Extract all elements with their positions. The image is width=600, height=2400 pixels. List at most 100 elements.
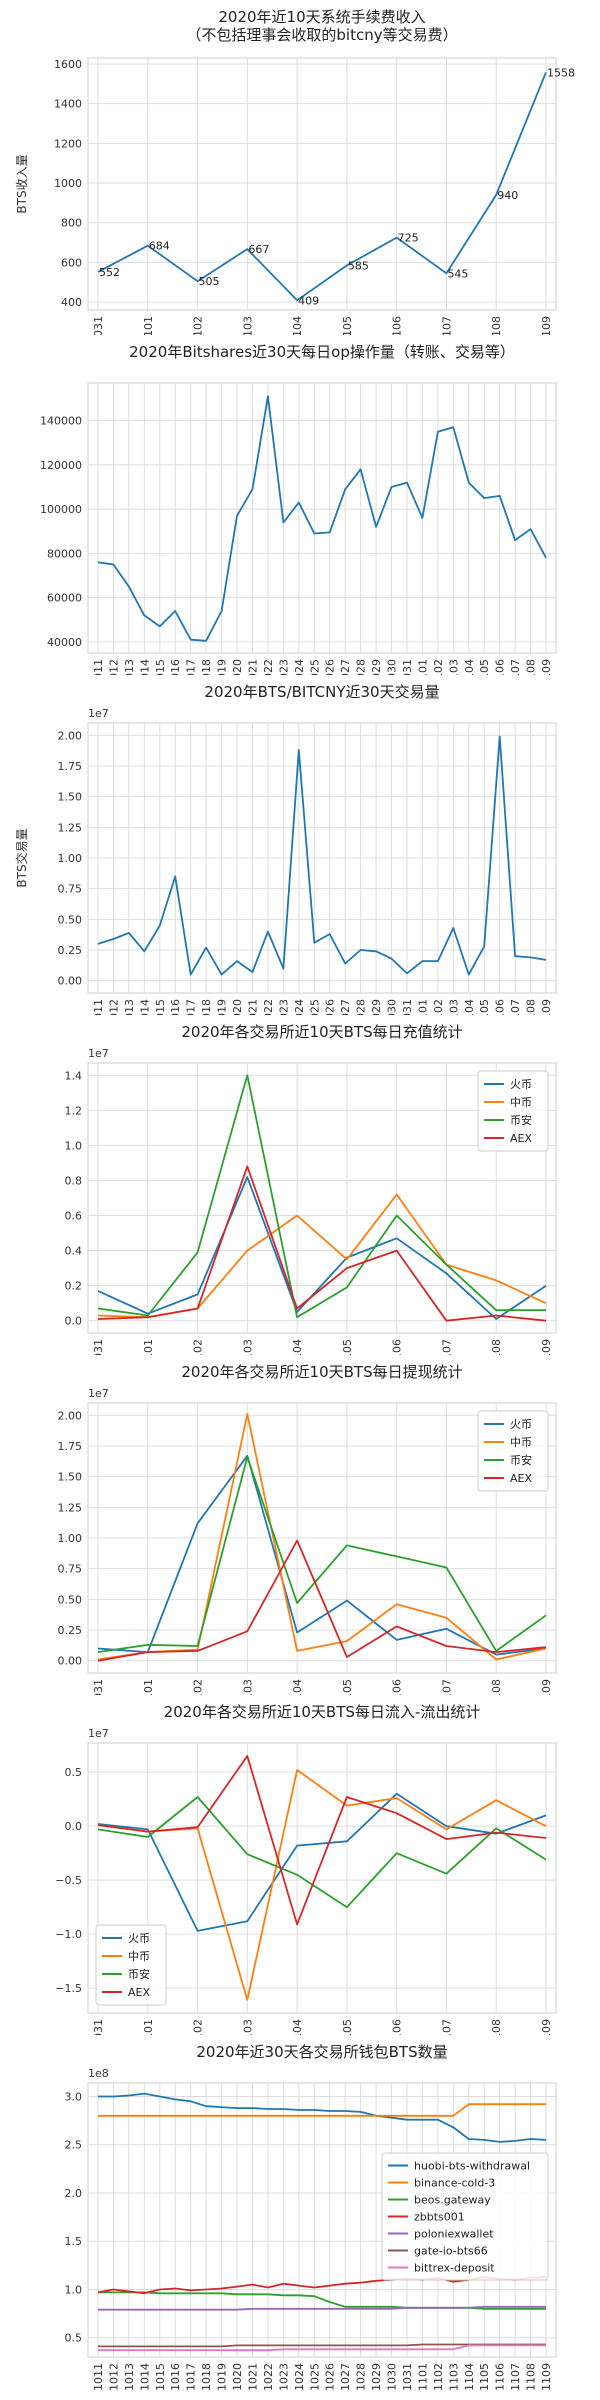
y-tick-label: −1.0 (55, 1928, 82, 1941)
x-tick-label: 1108 (490, 1339, 503, 1355)
x-tick-label: 1020 (231, 659, 244, 675)
x-tick-label: 1027 (339, 2363, 352, 2391)
x-tick-label: 1108 (525, 999, 538, 1015)
x-tick-label: 1106 (494, 2363, 507, 2391)
chart-title: 2020年各交易所近10天BTS每日提现统计 (181, 1363, 462, 1381)
x-tick-label: 1019 (216, 2363, 229, 2391)
x-tick-label: 1101 (142, 1339, 155, 1355)
legend-box (95, 1924, 167, 2006)
series-line-2 (97, 1193, 547, 1319)
chart-title: 2020年近30天各交易所钱包BTS数量 (196, 2043, 447, 2061)
x-tick-label: 1013 (123, 2363, 136, 2391)
x-tick-label: 1104 (463, 2363, 476, 2391)
legend-box (477, 1410, 549, 1492)
x-tick-label: 1023 (277, 999, 290, 1015)
x-tick-label: 1108 (525, 2363, 538, 2391)
legend-entry: 币安 (510, 1453, 532, 1467)
x-tick-label: 1018 (200, 2363, 213, 2391)
x-tick-label: 1024 (293, 999, 306, 1015)
x-tick-label: 1014 (138, 2363, 151, 2391)
y-tick-label: 0.00 (58, 975, 83, 988)
x-tick-label: 1109 (540, 659, 553, 675)
x-tick-label: 1030 (386, 2363, 399, 2391)
y-tick-label: 0.5 (65, 1766, 83, 1779)
x-tick-label: 1016 (169, 2363, 182, 2391)
y-tick-label: 1400 (54, 98, 82, 111)
data-label: 545 (447, 267, 468, 280)
x-tick-label: 1019 (216, 659, 229, 675)
plot-frame (87, 1742, 557, 2014)
chart-6: 2020年各交易所近10天BTS每日流入-流出统计 1e7 −1.5 −1.0 −0.5… (55, 1703, 557, 2035)
x-tick-label: 1109 (540, 316, 553, 335)
x-tick-label: 1107 (509, 659, 522, 675)
x-tick-label: 1022 (262, 999, 275, 1015)
y-tick-label: 2.00 (58, 729, 83, 742)
legend-entry: 中币 (128, 1950, 150, 1963)
legend-entry: 中币 (510, 1096, 532, 1109)
y-axis-label: BTS收入量 (15, 154, 29, 213)
y-tick-label: 1.00 (58, 1532, 83, 1545)
y-tick-label: 40000 (47, 636, 82, 649)
legend-entry: 火币 (510, 1418, 532, 1431)
chart-title: 2020年各交易所近10天BTS每日流入-流出统计 (164, 1703, 481, 1721)
x-tick-label: 1026 (324, 659, 337, 675)
y-tick-label: 0.4 (65, 1245, 83, 1258)
x-tick-label: 1023 (277, 659, 290, 675)
legend-entry: beos.gateway (414, 2194, 491, 2207)
x-tick-label: 1102 (192, 2019, 205, 2035)
series-line-4 (97, 1755, 547, 1926)
y-tick-label: 1.2 (65, 1104, 83, 1117)
chart-title: 2020年Bitshares近30天每日op操作量（转账、交易等） (129, 343, 515, 361)
x-tick-label: 1023 (277, 2363, 290, 2391)
x-tick-label: 1105 (478, 2363, 491, 2391)
x-tick-label: 1104 (463, 999, 476, 1015)
y-tick-label: 1.0 (65, 1139, 83, 1152)
y-tick-label: 1600 (54, 58, 82, 71)
x-tick-label: 1011 (92, 659, 105, 675)
x-tick-label: 1108 (525, 659, 538, 675)
y-tick-label: 1.5 (65, 2235, 83, 2248)
axis-exponent-label: 1e7 (88, 1047, 109, 1060)
data-label: 725 (398, 232, 419, 245)
y-tick-label: 2.00 (58, 1409, 83, 1422)
y-tick-label: 1.0 (65, 2283, 83, 2296)
x-tick-label: 1102 (192, 1679, 205, 1695)
x-tick-label: 1020 (231, 2363, 244, 2391)
x-tick-label: 1107 (440, 2019, 453, 2035)
y-tick-label: 800 (61, 217, 82, 230)
x-tick-label: 1102 (432, 2363, 445, 2391)
legend-entry: huobi-bts-withdrawal (414, 2160, 530, 2173)
x-tick-label: 1104 (291, 316, 304, 335)
x-tick-label: 1020 (231, 999, 244, 1015)
data-label: 1558 (547, 66, 575, 79)
legend-entry: 中币 (510, 1436, 532, 1449)
x-tick-label: 1031 (401, 2363, 414, 2391)
plot-frame (87, 382, 557, 654)
x-tick-label: 1016 (169, 659, 182, 675)
x-tick-label: 1103 (241, 1339, 254, 1355)
x-tick-label: 1108 (490, 1679, 503, 1695)
x-tick-label: 1101 (142, 2019, 155, 2035)
y-tick-label: 0.25 (58, 944, 83, 957)
x-tick-label: 1029 (370, 999, 383, 1015)
y-tick-label: 0.5 (65, 2332, 83, 2345)
x-tick-label: 1024 (293, 2363, 306, 2391)
x-tick-label: 1013 (123, 659, 136, 675)
series-line-1 (97, 1176, 547, 1320)
series-line-1 (97, 1792, 547, 1932)
x-tick-label: 1105 (478, 659, 491, 675)
chart-4: 2020年各交易所近10天BTS每日充值统计 1e7 0.0 0.2 0.4 0.6 0.8… (65, 1023, 557, 1355)
y-tick-label: 1200 (54, 137, 82, 150)
chart-2: 2020年Bitshares近30天每日op操作量（转账、交易等） 40000 60… (40, 343, 557, 675)
legend-entry: bittrex-deposit (414, 2262, 495, 2275)
x-tick-label: 1105 (341, 316, 354, 335)
x-tick-label: 1027 (339, 999, 352, 1015)
x-tick-label: 1012 (107, 659, 120, 675)
x-tick-label: 1105 (478, 999, 491, 1015)
x-tick-label: 1026 (324, 999, 337, 1015)
legend-entry: zbbts001 (414, 2211, 465, 2224)
x-tick-label: 1103 (241, 316, 254, 335)
y-tick-label: 0.00 (58, 1655, 83, 1668)
y-tick-label: 0.0 (65, 1315, 83, 1328)
